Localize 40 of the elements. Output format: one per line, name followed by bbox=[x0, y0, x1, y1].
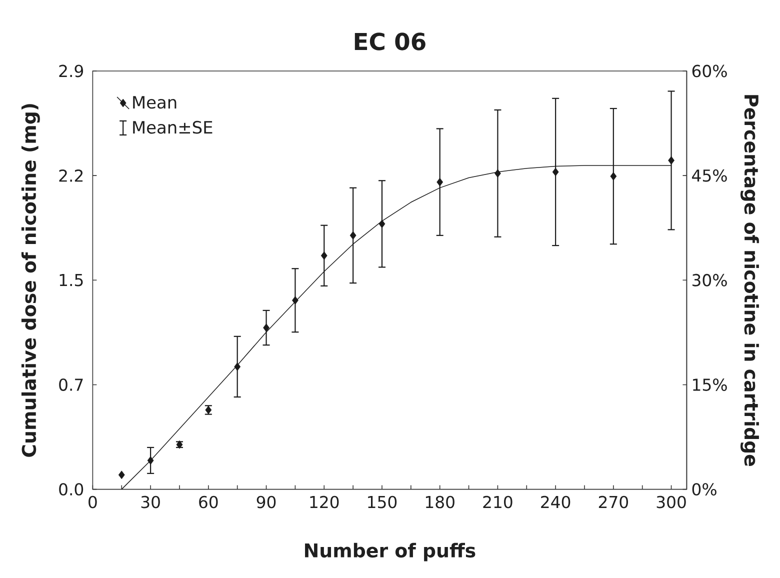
x-tick-label: 150 bbox=[368, 496, 397, 508]
y2-tick-label: 30% bbox=[692, 274, 727, 286]
x-tick-label: 60 bbox=[199, 496, 218, 508]
y-tick-label: 2.9 bbox=[59, 64, 84, 78]
point bbox=[292, 296, 298, 305]
y2-tick-label: 60% bbox=[692, 64, 727, 78]
x-tick-label: 180 bbox=[426, 496, 454, 508]
y-tick-label: 2.2 bbox=[59, 169, 83, 182]
x-tick-label: 120 bbox=[310, 496, 339, 508]
point bbox=[350, 231, 356, 240]
y-tick-label: 0.0 bbox=[59, 483, 84, 496]
point bbox=[552, 168, 559, 176]
point bbox=[147, 456, 154, 465]
x-tick-label: 90 bbox=[256, 496, 276, 508]
y-tick-label: 1.5 bbox=[60, 274, 83, 286]
point bbox=[118, 470, 125, 480]
x-tick-label: 210 bbox=[483, 496, 512, 508]
point bbox=[668, 156, 674, 165]
y2-tick-label: 45% bbox=[692, 169, 727, 182]
legend-label: Mean bbox=[133, 96, 176, 109]
point bbox=[610, 172, 617, 180]
point bbox=[263, 324, 270, 332]
x-tick-label: 30 bbox=[141, 496, 160, 508]
x-axis-title: Number of puffs bbox=[305, 542, 476, 562]
chart-title: EC 06 bbox=[354, 32, 426, 50]
annotation: Mean±SE bbox=[133, 120, 212, 134]
y2-tick-label: 0% bbox=[692, 483, 716, 496]
x-tick-label: 240 bbox=[541, 496, 570, 508]
x-tick-label: 270 bbox=[598, 496, 628, 508]
point bbox=[320, 251, 328, 260]
y-axis-title: Cumulative dose of nicotine (mg) bbox=[21, 104, 40, 457]
x-tick-label: 300 bbox=[656, 496, 686, 508]
point bbox=[234, 362, 241, 371]
point bbox=[436, 178, 444, 186]
x-tick-label: 0 bbox=[88, 496, 97, 508]
point bbox=[494, 169, 501, 178]
point bbox=[378, 220, 386, 228]
y2-axis-title: Percentage of nicotine in cartridge bbox=[740, 95, 759, 466]
y-tick-label: 0.7 bbox=[59, 378, 83, 391]
y2-tick-label: 15% bbox=[693, 378, 727, 391]
